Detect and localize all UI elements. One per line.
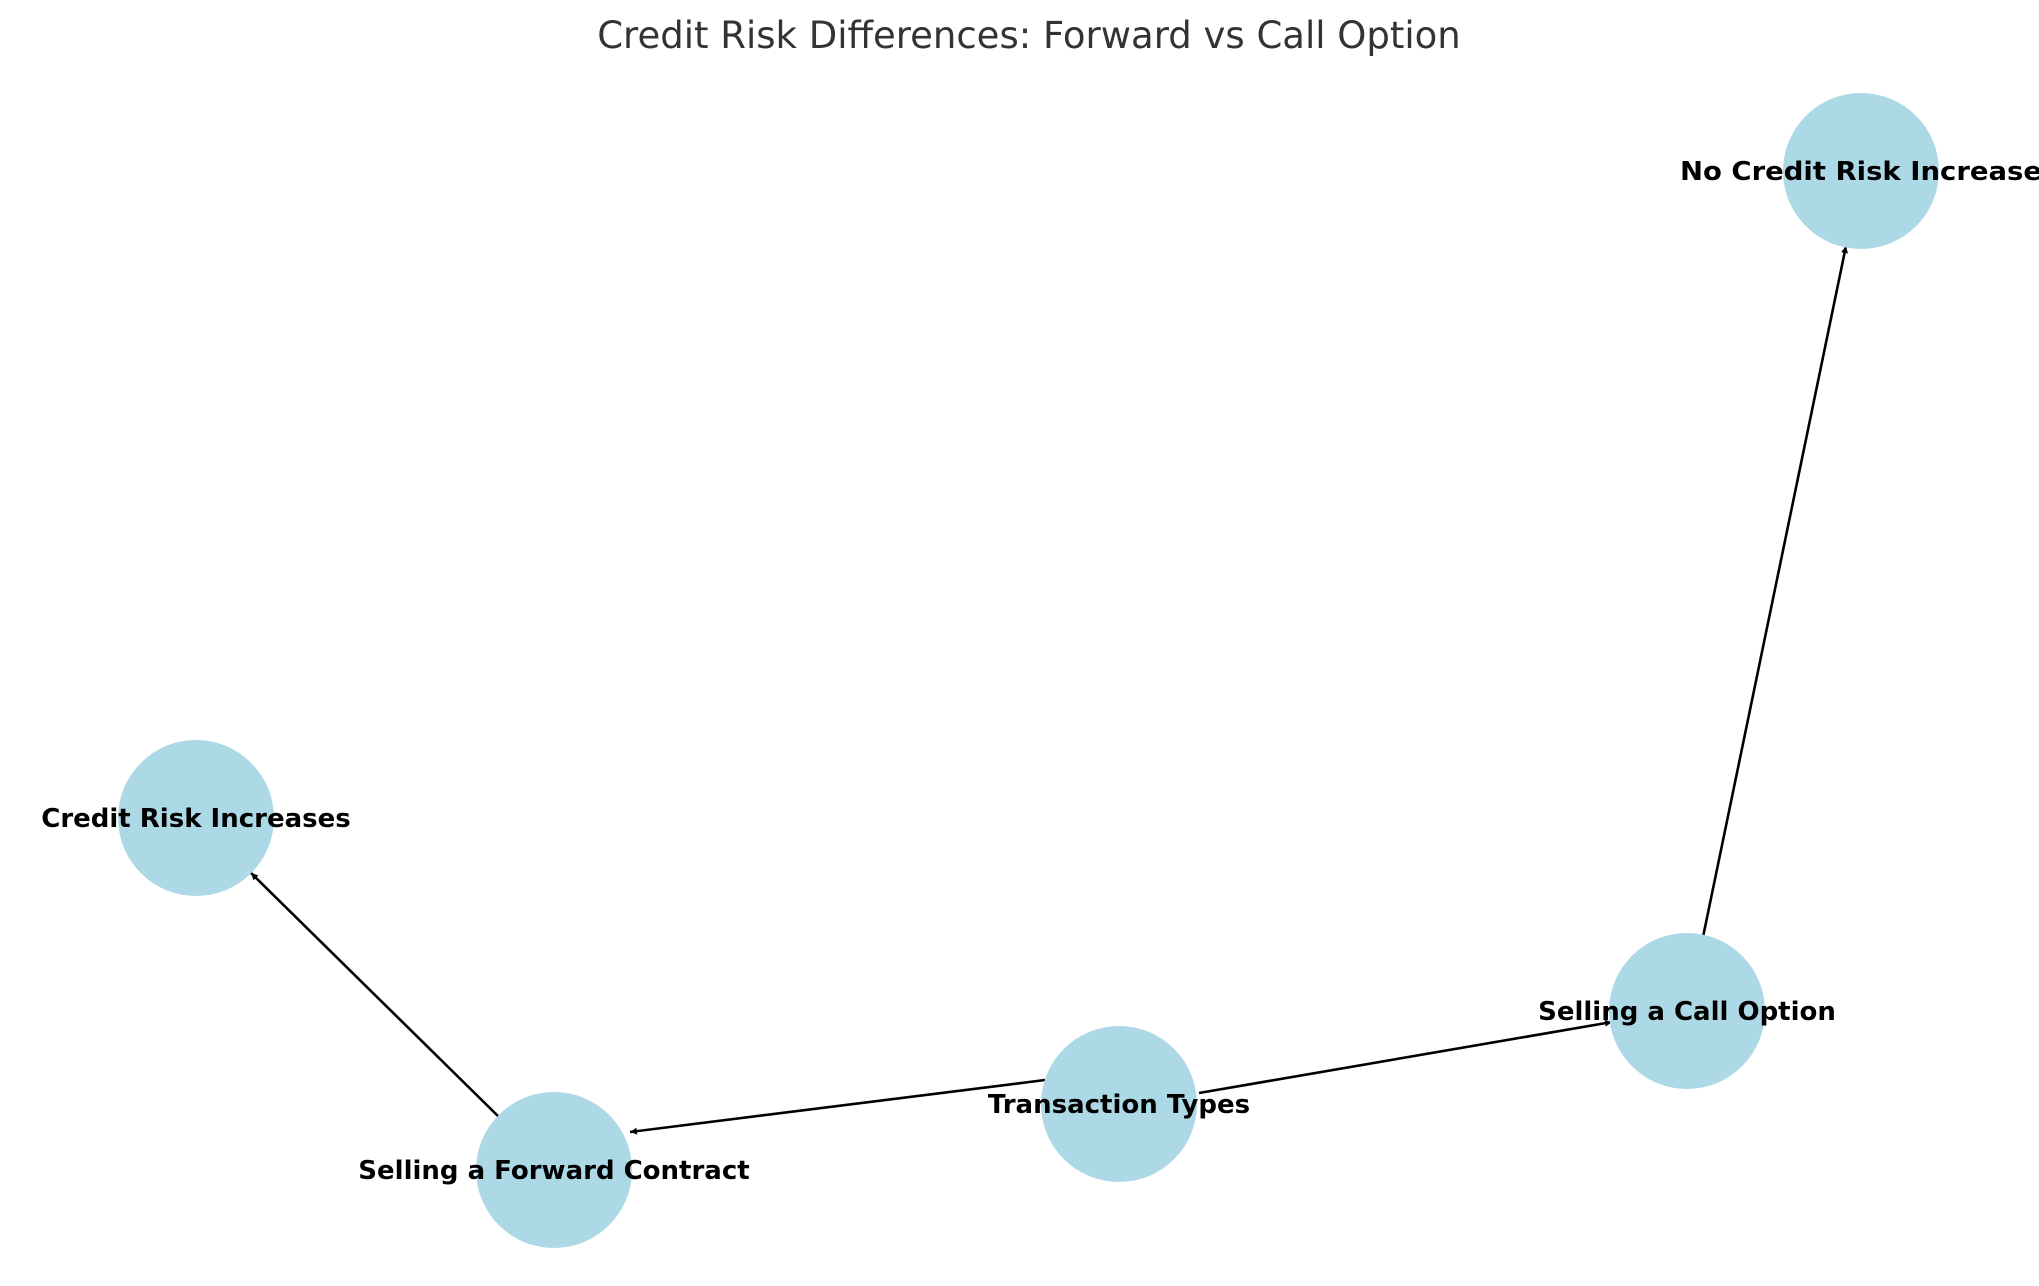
edges-layer xyxy=(250,245,1849,1135)
edge-transaction-to-call xyxy=(1198,1019,1613,1095)
node-selling-call-option: Selling a Call Option xyxy=(1538,933,1836,1089)
node-selling-forward-contract: Selling a Forward Contract xyxy=(358,1092,750,1248)
edge-call-to-no-credit-risk xyxy=(1701,245,1849,938)
node-no-credit-risk-increase-circle xyxy=(1783,93,1939,249)
edge-forward-to-credit-risk xyxy=(250,872,501,1119)
node-credit-risk-increases-circle xyxy=(118,740,274,896)
diagram-title: Credit Risk Differences: Forward vs Call… xyxy=(597,14,1461,57)
edge-transaction-to-forward xyxy=(629,1078,1046,1135)
node-selling-forward-contract-label: Selling a Forward Contract xyxy=(358,1156,749,1186)
node-credit-risk-increases-label: Credit Risk Increases xyxy=(41,804,350,834)
node-transaction-types-label: Transaction Types xyxy=(988,1090,1250,1120)
node-selling-call-option-label: Selling a Call Option xyxy=(1538,997,1836,1027)
node-transaction-types-circle xyxy=(1041,1026,1197,1182)
node-no-credit-risk-increase: No Credit Risk Increase xyxy=(1680,93,2039,249)
node-selling-call-option-circle xyxy=(1609,933,1765,1089)
nodes-layer: Transaction Types Selling a Forward Cont… xyxy=(41,93,2039,1248)
node-transaction-types: Transaction Types xyxy=(988,1026,1250,1182)
node-selling-forward-contract-circle xyxy=(476,1092,632,1248)
node-credit-risk-increases: Credit Risk Increases xyxy=(41,740,351,896)
node-no-credit-risk-increase-label: No Credit Risk Increase xyxy=(1680,157,2039,187)
